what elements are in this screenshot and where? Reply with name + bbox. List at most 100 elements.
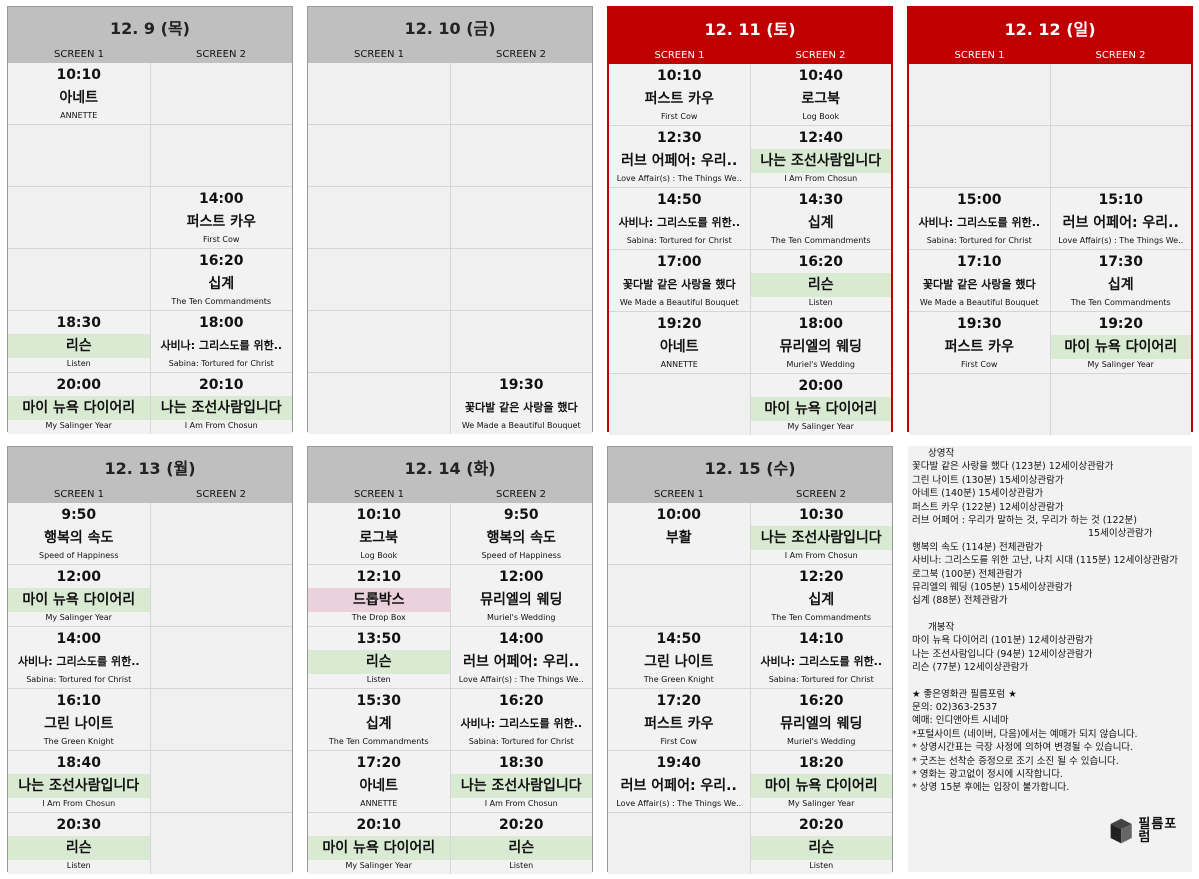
movie-english-title: Listen: [809, 861, 834, 870]
empty-slot: [150, 503, 292, 564]
empty-slot: [150, 565, 292, 626]
showtime-slot: 12:30 러브 어페어: 우리.. Love Affair(s) : The Th…: [609, 126, 750, 187]
empty-slot: [1050, 374, 1191, 435]
movie-title: 러브 어페어: 우리..: [463, 654, 580, 670]
movie-english-title: ANNETTE: [60, 111, 98, 120]
movie-english-title: I Am From Chosun: [784, 174, 858, 183]
showtime-slot: 14:50 그린 나이트 The Green Knight: [608, 627, 750, 688]
showtime: 13:50: [356, 631, 402, 647]
filmforum-logo: 필름포럼: [1108, 806, 1184, 856]
showtime-slot: 14:00 퍼스트 카우 First Cow: [150, 187, 292, 248]
showtime: 17:00: [656, 254, 702, 270]
movie-title: 십계: [208, 276, 235, 292]
movie-english-title: ANNETTE: [360, 799, 398, 808]
showtime-slot: 20:20 리슨 Listen: [450, 813, 592, 874]
showtime-grid: 10:10 퍼스트 카우 First Cow 10:40 로그북 Log Book 12:3…: [609, 64, 891, 435]
movie-english-title: We Made a Beautiful Bouquet: [461, 421, 581, 430]
showtime: 20:20: [498, 817, 544, 833]
movie-title: 십계: [1107, 277, 1134, 293]
showtime: 17:30: [1098, 254, 1144, 270]
movie-english-title: I Am From Chosun: [184, 421, 258, 430]
showtime: 20:10: [356, 817, 402, 833]
showtime: 18:40: [56, 755, 102, 771]
showtime-slot: 18:30 나는 조선사람입니다 I Am From Chosun: [450, 751, 592, 812]
movie-title: 퍼스트 카우: [644, 716, 714, 732]
empty-slot: [8, 187, 150, 248]
screen-header: SCREEN 1 SCREEN 2: [8, 47, 292, 63]
movie-title: 행복의 속도: [44, 530, 114, 546]
movie-title: 십계: [807, 215, 834, 231]
showtime-grid: 15:00 사비나: 그리스도를 위한.. Sabina: Tortured for…: [909, 64, 1191, 435]
movie-english-title: The Ten Commandments: [1070, 298, 1171, 307]
empty-slot: [150, 63, 292, 124]
showtime-slot: 18:00 사비나: 그리스도를 위한.. Sabina: Tortured for…: [150, 311, 292, 372]
movie-title: 리슨: [750, 273, 891, 297]
showtime: 18:30: [56, 315, 102, 331]
empty-slot: [8, 125, 150, 186]
showtime-slot: 16:20 리슨 Listen: [750, 250, 891, 311]
empty-slot: [450, 187, 592, 248]
showtime: 10:40: [798, 68, 844, 84]
showtime-grid: 10:00 부활 10:30 나는 조선사람입니다 I Am From Chosun 12…: [608, 503, 892, 874]
notice-item: * 상영시간표는 극장 사정에 의하여 변경될 수 있습니다.: [912, 742, 1134, 754]
movie-english-title: The Ten Commandments: [328, 737, 429, 746]
movie-title: 리슨: [450, 836, 592, 860]
now-showing-item: 십계 (88분) 전체관람가: [912, 595, 1008, 607]
showtime: 14:10: [798, 631, 844, 647]
movie-english-title: Muriel's Wedding: [787, 737, 856, 746]
showtime: 14:00: [198, 191, 244, 207]
notice-item: * 굿즈는 선착순 증정으로 조기 소진 될 수 있습니다.: [912, 755, 1119, 767]
showtime-slot: 14:30 십계 The Ten Commandments: [750, 188, 891, 249]
movie-english-title: The Ten Commandments: [770, 236, 871, 245]
showtime: 14:50: [656, 192, 702, 208]
empty-slot: [308, 373, 450, 434]
movie-english-title: Love Affair(s) : The Things We..: [458, 675, 584, 684]
movie-title: 러브 어페어: 우리..: [1062, 215, 1179, 231]
movie-title: 꽃다발 같은 사랑을 했다: [622, 278, 736, 291]
movie-english-title: My Salinger Year: [1087, 360, 1154, 369]
screen-label: SCREEN 2: [795, 50, 846, 61]
movie-english-title: The Drop Box: [351, 613, 406, 622]
empty-slot: [8, 249, 150, 310]
showtime: 16:10: [56, 693, 102, 709]
screen-label: SCREEN 1: [354, 49, 404, 60]
showtime-slot: 16:20 사비나: 그리스도를 위한.. Sabina: Tortured for…: [450, 689, 592, 750]
movie-title: 리슨: [8, 836, 150, 860]
screen-header: SCREEN 1 SCREEN 2: [8, 487, 292, 503]
showtime: 20:20: [798, 817, 844, 833]
day-schedule: 12. 14 (화) SCREEN 1 SCREEN 2 10:10 로그북 Log Bo…: [307, 446, 593, 874]
movie-english-title: First Cow: [203, 235, 240, 244]
movie-english-title: The Ten Commandments: [771, 613, 872, 622]
showtime-slot: 20:20 리슨 Listen: [750, 813, 892, 874]
showtime-slot: 17:30 십계 The Ten Commandments: [1050, 250, 1191, 311]
theater-name: ★ 좋은영화관 필름포럼 ★: [912, 688, 1017, 700]
day-date: 12. 12 (일): [909, 8, 1191, 48]
showtime-slot: 19:20 마이 뉴욕 다이어리 My Salinger Year: [1050, 312, 1191, 373]
screen-label: SCREEN 2: [196, 49, 246, 60]
now-showing-item: 로그북 (100분) 전체관람가: [912, 568, 1023, 580]
screen-label: SCREEN 2: [496, 489, 546, 500]
movie-title: 뮤리엘의 웨딩: [780, 716, 863, 732]
showtime-slot: 17:20 아네트 ANNETTE: [308, 751, 450, 812]
showtime-slot: 18:00 뮤리엘의 웨딩 Muriel's Wedding: [750, 312, 891, 373]
showtime: 20:10: [198, 377, 244, 393]
empty-slot: [450, 63, 592, 124]
day-date: 12. 11 (토): [609, 8, 891, 48]
movie-english-title: My Salinger Year: [788, 799, 855, 808]
movie-english-title: Sabina: Tortured for Christ: [626, 236, 732, 245]
empty-slot: [450, 311, 592, 372]
movie-english-title: My Salinger Year: [45, 421, 112, 430]
showtime-slot: 10:00 부활: [608, 503, 750, 564]
empty-slot: [450, 125, 592, 186]
notice-list: *포털사이트 (네이버, 다음)에서는 예매가 되지 않습니다. * 상영시간표는…: [912, 728, 1188, 795]
contact-phone: 문의: 02)363-2537: [912, 701, 998, 713]
movie-title: 퍼스트 카우: [944, 339, 1014, 355]
movie-english-title: Sabina: Tortured for Christ: [768, 675, 874, 684]
showtime: 15:30: [356, 693, 402, 709]
movie-title: 그린 나이트: [44, 716, 114, 732]
movie-title: 나는 조선사람입니다: [8, 774, 150, 798]
day-date: 12. 10 (금): [308, 7, 592, 47]
notice-item: * 상영 15분 후에는 입장이 불가합니다.: [912, 782, 1070, 794]
empty-slot: [308, 63, 450, 124]
showtime-slot: 10:10 퍼스트 카우 First Cow: [609, 64, 750, 125]
